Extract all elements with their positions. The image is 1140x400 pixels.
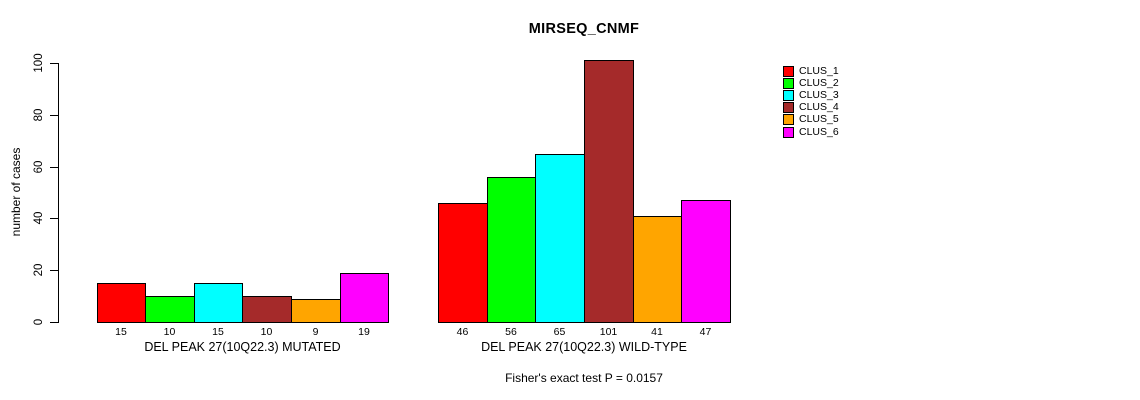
legend-swatch-clus_3 xyxy=(783,90,794,101)
legend-label: CLUS_6 xyxy=(799,126,839,138)
bar-clus_1 xyxy=(438,203,488,323)
bar-value-label: 10 xyxy=(260,326,273,338)
bar-clus_2 xyxy=(487,177,536,323)
y-axis-tick-mark xyxy=(50,115,58,116)
y-axis-label: number of cases xyxy=(9,147,23,237)
bar-value-label: 19 xyxy=(358,326,370,338)
bar-value-label: 41 xyxy=(651,326,663,338)
bar-value-label: 101 xyxy=(599,326,618,338)
bar-clus_2 xyxy=(145,296,195,323)
bar-value-label: 9 xyxy=(312,326,319,338)
bar-value-label: 15 xyxy=(115,326,127,338)
bar-clus_3 xyxy=(535,154,585,323)
legend-label: CLUS_4 xyxy=(799,101,839,113)
bar-value-label: 56 xyxy=(505,326,517,338)
chart-title: MIRSEQ_CNMF xyxy=(528,21,640,37)
y-axis-tick-label: 0 xyxy=(33,318,45,326)
legend-label: CLUS_3 xyxy=(799,89,839,101)
y-axis-tick-mark xyxy=(50,218,58,219)
bar-value-label: 65 xyxy=(553,326,566,338)
y-axis-tick-label: 100 xyxy=(33,53,45,73)
y-axis-tick-label: 80 xyxy=(33,108,45,122)
y-axis-tick-mark xyxy=(50,322,58,323)
bar-clus_4 xyxy=(584,60,634,323)
bar-value-label: 46 xyxy=(456,326,469,338)
y-axis-line xyxy=(58,63,59,323)
bar-clus_3 xyxy=(194,283,243,323)
y-axis-tick-mark xyxy=(50,63,58,64)
y-axis-tick-label: 40 xyxy=(33,211,45,225)
stat-annotation: Fisher's exact test P = 0.0157 xyxy=(505,371,663,385)
y-axis-tick-mark xyxy=(50,270,58,271)
legend-swatch-clus_5 xyxy=(783,114,794,125)
legend-label: CLUS_5 xyxy=(799,113,839,125)
bar-clus_4 xyxy=(242,296,292,323)
y-axis-tick-mark xyxy=(50,167,58,168)
group-axis-label: DEL PEAK 27(10Q22.3) WILD-TYPE xyxy=(481,340,687,354)
y-axis-tick-label: 20 xyxy=(33,263,45,277)
bar-clus_6 xyxy=(340,273,389,323)
bar-clus_5 xyxy=(633,216,682,323)
bar-clus_6 xyxy=(681,200,731,323)
bar-value-label: 15 xyxy=(212,326,224,338)
legend-swatch-clus_1 xyxy=(783,66,794,77)
legend-swatch-clus_6 xyxy=(783,127,794,138)
legend-swatch-clus_2 xyxy=(783,78,794,89)
group-axis-label: DEL PEAK 27(10Q22.3) MUTATED xyxy=(144,340,341,354)
bar-clus_5 xyxy=(291,299,341,323)
bar-value-label: 47 xyxy=(699,326,712,338)
legend-swatch-clus_4 xyxy=(783,102,794,113)
y-axis-tick-label: 60 xyxy=(33,160,45,174)
bar-clus_1 xyxy=(97,283,146,323)
legend-label: CLUS_1 xyxy=(799,65,839,77)
legend-label: CLUS_2 xyxy=(799,77,839,89)
bar-value-label: 10 xyxy=(163,326,176,338)
